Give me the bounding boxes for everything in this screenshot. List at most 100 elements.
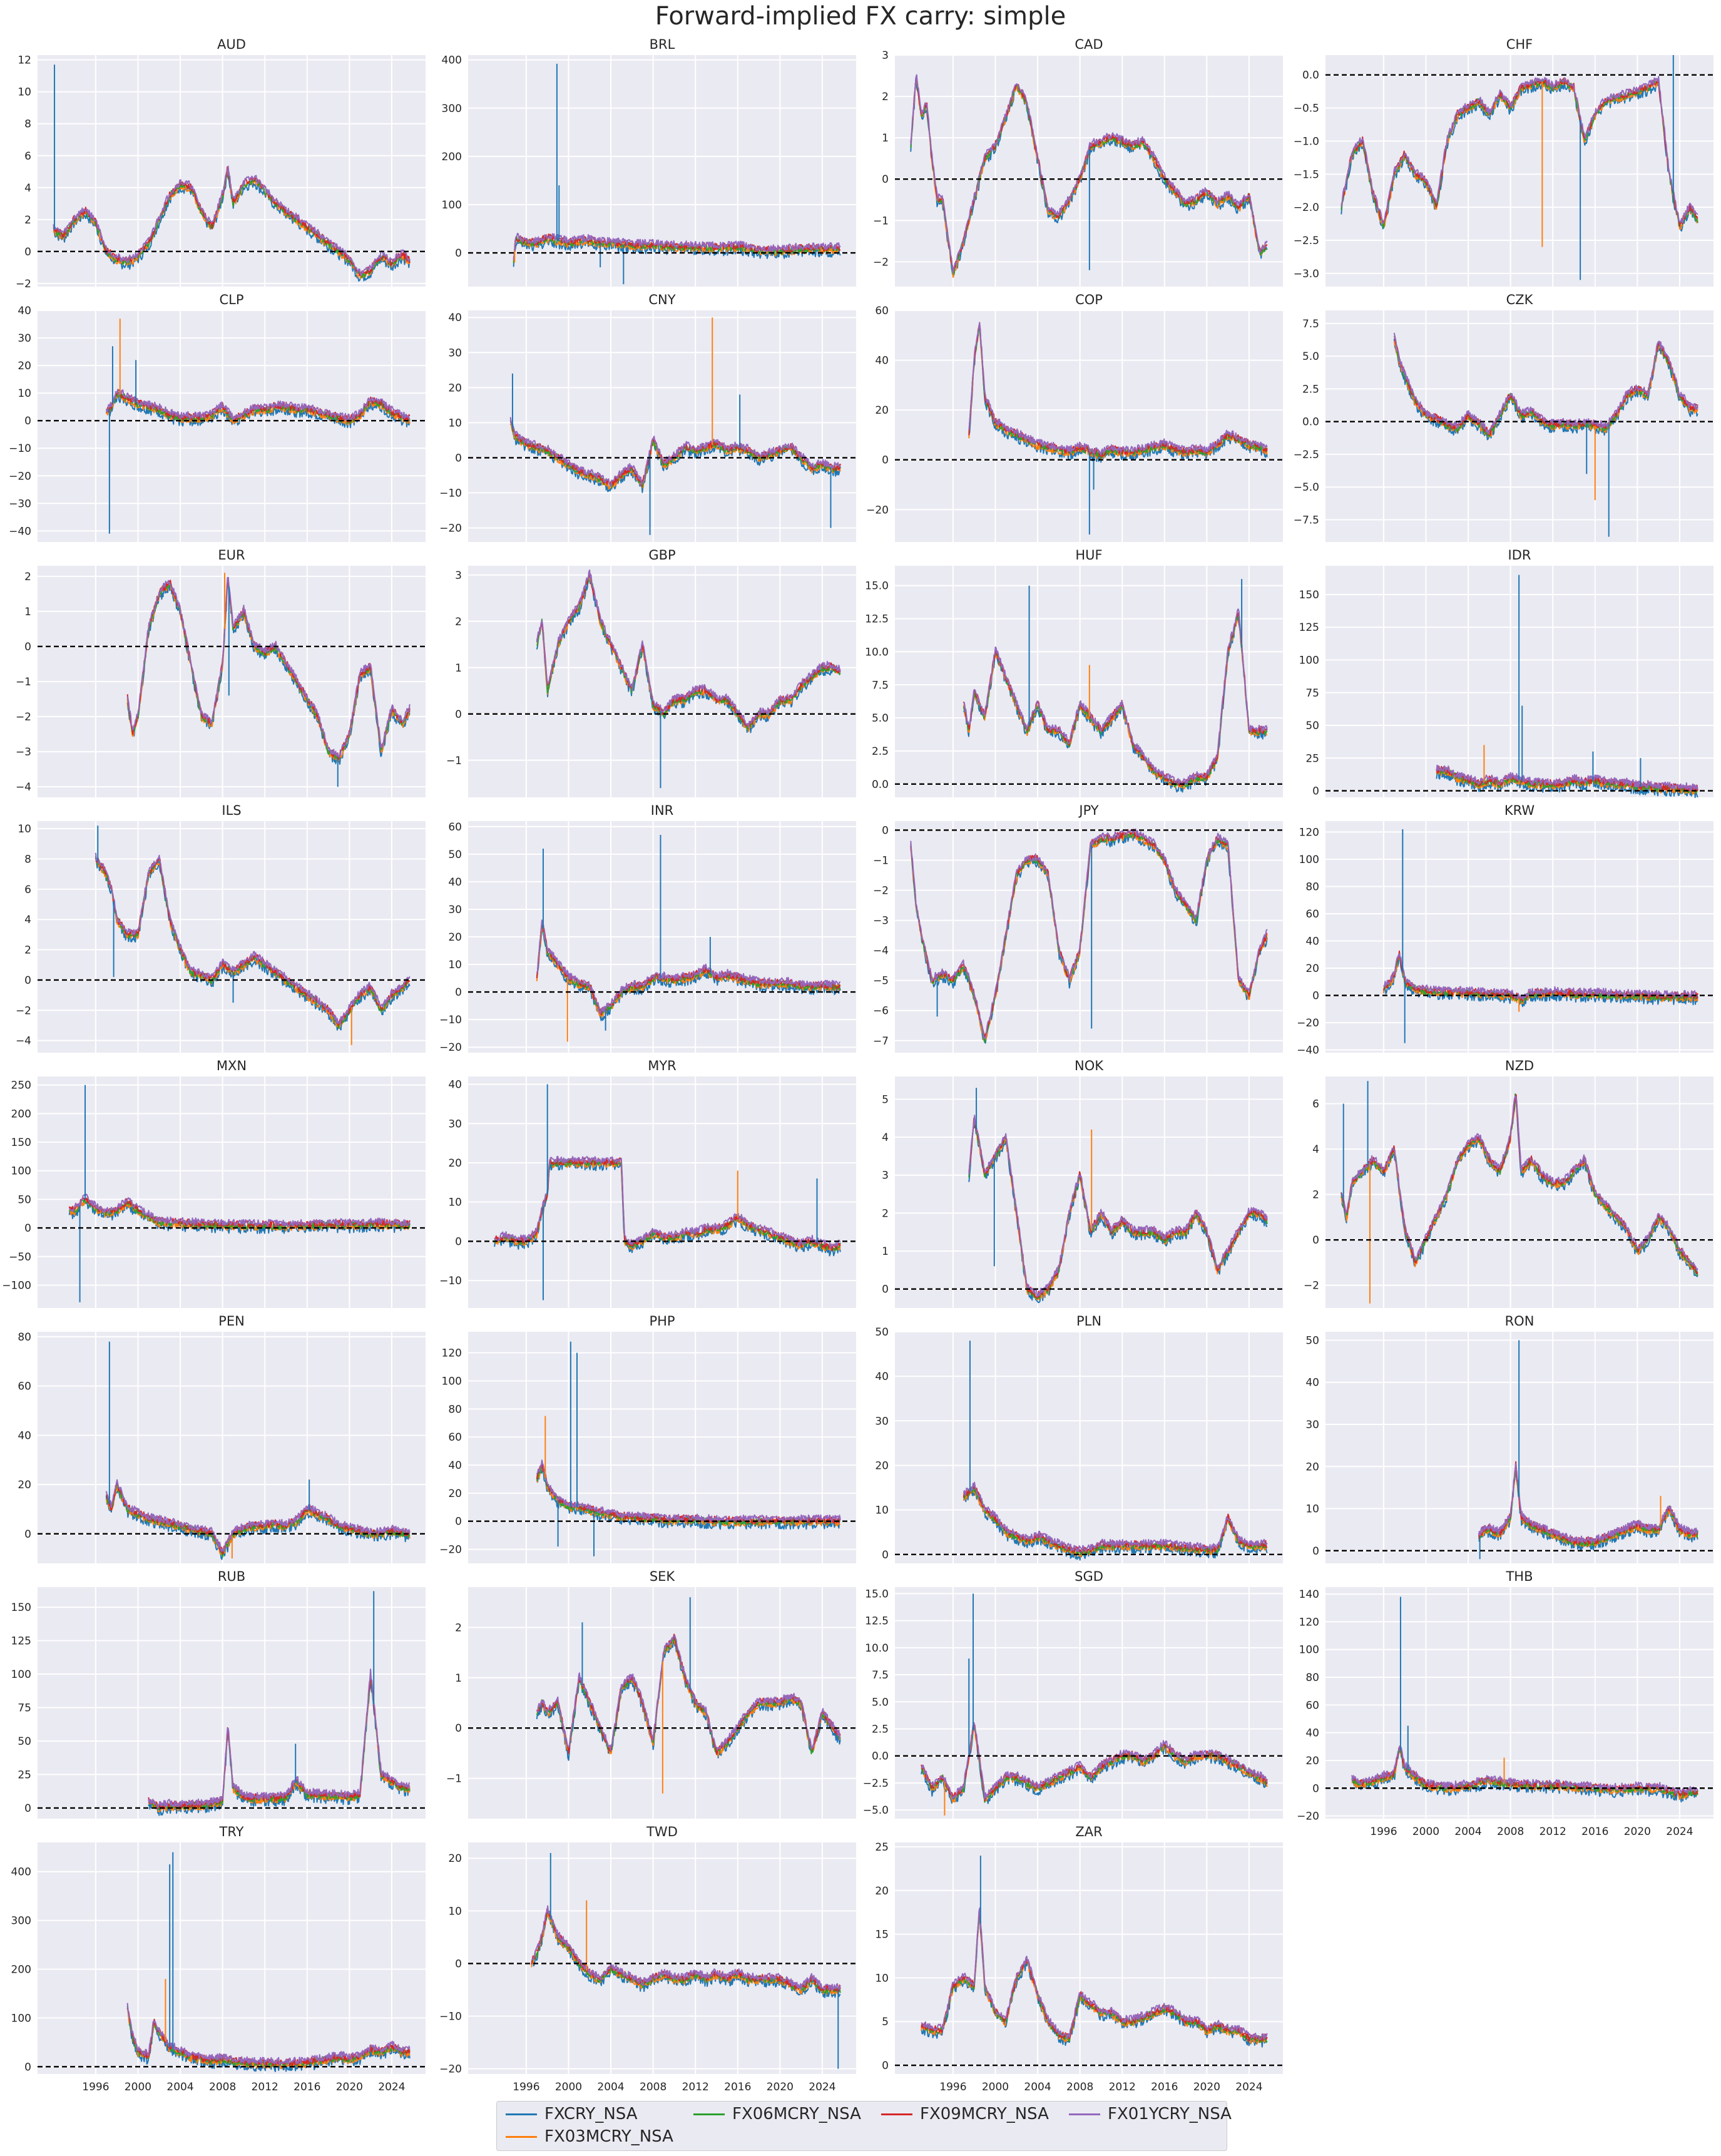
y-tick-label: 80 xyxy=(18,1331,31,1344)
x-tick-label: 1996 xyxy=(82,2081,109,2093)
plot-area xyxy=(468,1076,856,1308)
y-tick-label: 200 xyxy=(11,1964,31,1976)
y-tick-label: 5.0 xyxy=(872,1696,889,1709)
y-tick-label: 0 xyxy=(455,247,462,260)
y-tick-label: 25 xyxy=(1305,752,1319,765)
y-tick-label: 0.0 xyxy=(872,779,889,791)
x-tick-label: 2012 xyxy=(1540,1826,1566,1838)
x-tick-label: 2012 xyxy=(682,2081,709,2093)
y-tick-label: 12 xyxy=(18,54,31,67)
y-tick-label: 50 xyxy=(18,1193,31,1206)
y-tick-label: −2 xyxy=(1304,1280,1319,1292)
y-tick-label: 60 xyxy=(18,1381,31,1393)
y-tick-label: 10 xyxy=(875,1505,889,1517)
series-line xyxy=(536,1635,841,1752)
y-tick-label: −4 xyxy=(873,945,889,958)
y-tick-label: 1 xyxy=(882,1245,889,1258)
y-tick-label: −30 xyxy=(9,498,31,510)
series-line xyxy=(531,1905,841,1991)
y-tick-label: −20 xyxy=(439,523,462,535)
plot-area xyxy=(38,1076,426,1308)
plot-area xyxy=(38,821,426,1053)
subplot-title: CNY xyxy=(648,292,675,307)
y-tick-label: 0 xyxy=(455,1235,462,1248)
y-tick-label: 5 xyxy=(882,2016,889,2028)
y-tick-label: 2 xyxy=(882,91,889,103)
y-tick-label: 8 xyxy=(24,118,31,131)
y-tick-label: −1 xyxy=(873,215,889,227)
y-tick-label: 20 xyxy=(18,1479,31,1491)
subplot-title: HUF xyxy=(1075,548,1102,563)
series-line xyxy=(494,1157,841,1252)
y-tick-label: 0 xyxy=(1312,1234,1319,1247)
y-tick-label: 75 xyxy=(1305,687,1319,700)
y-tick-label: 1 xyxy=(455,1672,462,1685)
y-tick-label: 100 xyxy=(11,1668,31,1681)
series-line xyxy=(126,576,411,758)
legend: FXCRY_NSA FX03MCRY_NSA FX06MCRY_NSA FX09… xyxy=(496,2101,1232,2151)
y-tick-label: −10 xyxy=(439,488,462,500)
legend-label: FXCRY_NSA xyxy=(544,2105,638,2123)
y-tick-label: −20 xyxy=(439,1041,462,1054)
series-line xyxy=(53,165,411,277)
y-tick-label: 0.0 xyxy=(1302,69,1319,82)
y-tick-label: 20 xyxy=(875,404,889,417)
y-tick-label: −4 xyxy=(16,1035,31,1048)
y-tick-label: 10 xyxy=(448,1197,462,1209)
plot-area xyxy=(468,566,856,797)
legend-swatch xyxy=(506,2135,537,2138)
y-tick-label: 300 xyxy=(11,1915,31,1928)
x-tick-label: 2016 xyxy=(724,2081,751,2093)
y-tick-label: 125 xyxy=(1299,621,1319,634)
x-tick-label: 2008 xyxy=(1497,1826,1524,1838)
x-tick-label: 2016 xyxy=(1151,2081,1178,2093)
subplot-title: INR xyxy=(651,803,674,818)
series-line xyxy=(921,1722,1268,1800)
y-tick-label: 25 xyxy=(18,1769,31,1781)
y-tick-label: 50 xyxy=(875,1326,889,1339)
y-tick-label: 4 xyxy=(24,914,31,926)
subplot-title: BRL xyxy=(650,37,675,52)
y-tick-label: 0 xyxy=(455,986,462,999)
y-tick-label: 100 xyxy=(442,199,462,212)
y-tick-label: 20 xyxy=(448,1157,462,1170)
legend-label: FX01YCRY_NSA xyxy=(1108,2105,1232,2123)
y-tick-label: 60 xyxy=(448,1431,462,1444)
y-tick-label: 1 xyxy=(882,132,889,145)
y-tick-label: 12.5 xyxy=(865,1615,889,1628)
y-tick-label: 0 xyxy=(24,974,31,987)
y-tick-label: 15 xyxy=(875,1929,889,1941)
series-line xyxy=(1341,76,1698,224)
y-tick-label: 5.0 xyxy=(1302,350,1319,363)
subplot-title: RUB xyxy=(218,1569,245,1584)
y-tick-label: −3 xyxy=(16,746,31,759)
y-tick-label: 15.0 xyxy=(865,1588,889,1600)
y-tick-label: 20 xyxy=(448,382,462,394)
subplot-title: NOK xyxy=(1075,1058,1104,1073)
x-tick-label: 2020 xyxy=(767,2081,794,2093)
x-tick-label: 2008 xyxy=(209,2081,236,2093)
y-tick-label: 0 xyxy=(24,2061,31,2073)
y-tick-label: 30 xyxy=(1305,1419,1319,1431)
y-tick-label: 50 xyxy=(18,1735,31,1748)
y-tick-label: −20 xyxy=(439,2063,462,2076)
series-line xyxy=(1436,764,1698,791)
series-line xyxy=(513,232,841,260)
series-line xyxy=(1383,953,1698,1000)
y-tick-label: 8 xyxy=(24,853,31,866)
subplot-title: EUR xyxy=(218,548,245,563)
subplot-title: KRW xyxy=(1504,803,1535,818)
y-tick-label: −10 xyxy=(439,2011,462,2023)
x-tick-label: 2024 xyxy=(809,2081,835,2093)
x-tick-label: 2000 xyxy=(555,2081,582,2093)
y-tick-label: 10 xyxy=(448,1905,462,1918)
series-line xyxy=(1394,336,1698,436)
y-tick-label: 200 xyxy=(442,151,462,163)
x-tick-label: 2024 xyxy=(378,2081,405,2093)
y-tick-label: 60 xyxy=(875,305,889,317)
y-tick-label: −7.5 xyxy=(1294,514,1319,526)
series-line xyxy=(536,570,841,729)
legend-label: FX03MCRY_NSA xyxy=(544,2127,673,2146)
y-tick-label: 0 xyxy=(455,1722,462,1735)
